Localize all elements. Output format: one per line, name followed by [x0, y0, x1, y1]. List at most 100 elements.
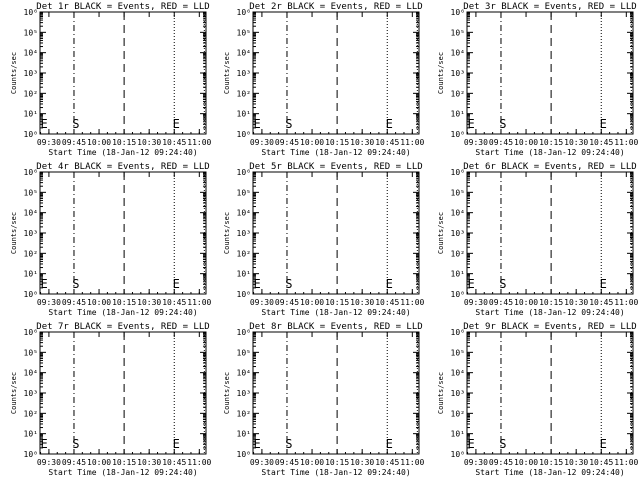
x-tick-label: 10:00	[87, 458, 111, 467]
panel-title: Det 5r BLACK = Events, RED = LLD	[249, 162, 422, 172]
x-tick-label: 09:45	[275, 138, 299, 147]
x-tick-label: 10:00	[87, 138, 111, 147]
panel-det-4: Det 4r BLACK = Events, RED = LLD 10⁰ 10¹ 10…	[10, 162, 212, 317]
y-tick-label: 10⁰	[24, 450, 38, 459]
marker-label-e: E	[468, 437, 475, 451]
x-tick-label: 10:15	[325, 298, 349, 307]
y-axis-title: Counts/sec	[10, 372, 18, 414]
x-tick-label: 10:30	[137, 298, 161, 307]
x-axis-title: Start Time (18-Jan-12 09:24:40)	[48, 148, 197, 157]
x-tick-label: 10:15	[325, 138, 349, 147]
x-tick-label: 10:45	[162, 138, 186, 147]
marker-label-e: E	[386, 117, 393, 131]
x-tick-label: 10:30	[350, 138, 374, 147]
y-tick-label: 10¹	[451, 110, 465, 119]
y-axis-title: Counts/sec	[223, 212, 231, 254]
y-tick-label: 10⁰	[451, 130, 465, 139]
y-tick-label: 10⁶	[451, 8, 465, 17]
x-tick-label: 10:30	[564, 138, 588, 147]
y-tick-label: 10⁴	[451, 369, 465, 378]
x-axis-title: Start Time (18-Jan-12 09:24:40)	[475, 148, 624, 157]
marker-label-e: E	[600, 437, 607, 451]
x-tick-label: 09:30	[464, 298, 488, 307]
x-tick-label: 10:00	[87, 298, 111, 307]
y-tick-label: 10²	[24, 89, 38, 98]
x-tick-label: 09:30	[250, 458, 274, 467]
panel-title: Det 9r BLACK = Events, RED = LLD	[463, 322, 636, 332]
x-tick-label: 10:45	[375, 458, 399, 467]
x-tick-label: 10:45	[589, 298, 613, 307]
y-tick-label: 10⁵	[237, 28, 251, 37]
panel-det-6: Det 6r BLACK = Events, RED = LLD 10⁰ 10¹ 10…	[437, 162, 639, 317]
x-axis-title: Start Time (18-Jan-12 09:24:40)	[261, 468, 410, 477]
x-tick-label: 10:45	[589, 138, 613, 147]
x-tick-label: 09:30	[37, 138, 61, 147]
x-tick-label: 09:30	[250, 298, 274, 307]
y-tick-label: 10⁰	[237, 290, 251, 299]
y-tick-label: 10³	[451, 69, 465, 78]
y-tick-label: 10²	[451, 89, 465, 98]
panel-det-9: Det 9r BLACK = Events, RED = LLD 10⁰ 10¹ 10…	[437, 322, 639, 477]
marker-label-e: E	[41, 437, 48, 451]
marker-label-s: S	[72, 437, 79, 451]
plot-frame	[252, 11, 420, 135]
x-tick-label: 11:00	[187, 138, 211, 147]
y-tick-label: 10⁴	[237, 49, 251, 58]
x-tick-label: 10:15	[539, 298, 563, 307]
y-tick-label: 10⁰	[237, 450, 251, 459]
y-tick-label: 10⁴	[24, 49, 38, 58]
x-axis-title: Start Time (18-Jan-12 09:24:40)	[48, 468, 197, 477]
plot-frame	[39, 331, 207, 455]
panel-title: Det 3r BLACK = Events, RED = LLD	[463, 2, 636, 12]
x-tick-label: 10:15	[112, 138, 136, 147]
y-tick-label: 10¹	[24, 430, 38, 439]
plot-frame	[39, 171, 207, 295]
x-tick-label: 09:45	[62, 138, 86, 147]
y-tick-label: 10¹	[237, 430, 251, 439]
panel-title: Det 4r BLACK = Events, RED = LLD	[36, 162, 209, 172]
x-tick-label: 09:30	[37, 458, 61, 467]
marker-label-e: E	[173, 277, 180, 291]
y-tick-label: 10⁰	[24, 130, 38, 139]
x-tick-label: 10:45	[162, 298, 186, 307]
marker-label-s: S	[72, 277, 79, 291]
y-axis-title: Counts/sec	[437, 212, 445, 254]
x-tick-label: 09:45	[275, 298, 299, 307]
plot-frame	[252, 331, 420, 455]
panel-title: Det 7r BLACK = Events, RED = LLD	[36, 322, 209, 332]
x-tick-label: 10:00	[514, 138, 538, 147]
x-tick-label: 10:30	[137, 138, 161, 147]
x-tick-label: 10:15	[112, 298, 136, 307]
marker-label-e: E	[254, 437, 261, 451]
panel-title: Det 1r BLACK = Events, RED = LLD	[36, 2, 209, 12]
x-tick-label: 10:30	[564, 298, 588, 307]
x-axis-title: Start Time (18-Jan-12 09:24:40)	[261, 148, 410, 157]
panel-det-3: Det 3r BLACK = Events, RED = LLD 10⁰ 10¹ 10…	[437, 2, 639, 157]
y-tick-label: 10²	[237, 89, 251, 98]
y-tick-label: 10²	[24, 249, 38, 258]
plot-frame	[466, 171, 634, 295]
y-tick-label: 10⁶	[24, 168, 38, 177]
y-tick-label: 10⁰	[451, 450, 465, 459]
panel-det-1: Det 1r BLACK = Events, RED = LLD 10⁰ 10¹ 10…	[10, 2, 212, 157]
marker-label-e: E	[600, 117, 607, 131]
x-tick-label: 11:00	[614, 138, 638, 147]
y-tick-label: 10¹	[237, 110, 251, 119]
y-tick-label: 10⁴	[24, 209, 38, 218]
panel-det-8: Det 8r BLACK = Events, RED = LLD 10⁰ 10¹ 10…	[223, 322, 425, 477]
y-tick-label: 10⁵	[24, 348, 38, 357]
panel-det-7: Det 7r BLACK = Events, RED = LLD 10⁰ 10¹ 10…	[10, 322, 212, 477]
plot-frame	[252, 171, 420, 295]
y-tick-label: 10⁰	[237, 130, 251, 139]
marker-label-e: E	[173, 117, 180, 131]
marker-label-e: E	[386, 277, 393, 291]
plot-frame	[466, 331, 634, 455]
x-tick-label: 11:00	[187, 298, 211, 307]
x-tick-label: 10:45	[375, 138, 399, 147]
y-axis-title: Counts/sec	[223, 52, 231, 94]
x-tick-label: 09:45	[275, 458, 299, 467]
marker-label-e: E	[254, 117, 261, 131]
x-tick-label: 10:45	[162, 458, 186, 467]
x-tick-label: 10:00	[300, 458, 324, 467]
